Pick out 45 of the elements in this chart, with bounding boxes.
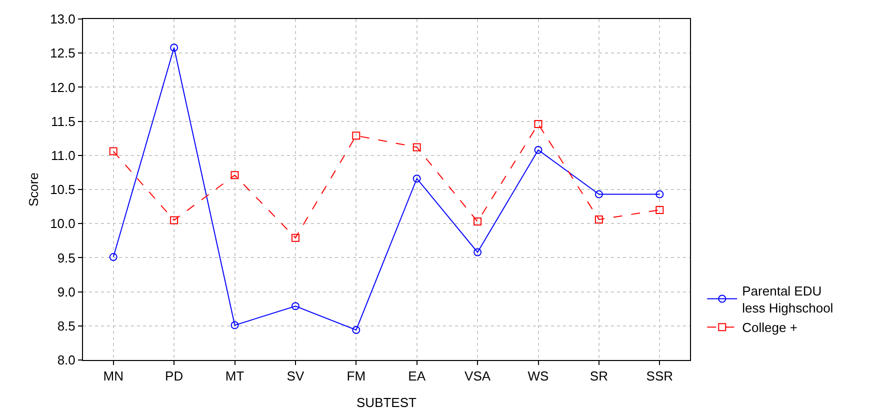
x-tick-label: PD	[165, 368, 184, 384]
x-tick-label: MN	[103, 368, 124, 384]
point	[474, 248, 482, 256]
point	[412, 143, 421, 152]
legend-label: Parental EDU less Highschool	[742, 283, 834, 316]
x-tick-label: FM	[346, 368, 366, 384]
point	[594, 216, 603, 224]
point	[656, 190, 664, 198]
y-tick-label: 10.0	[50, 216, 76, 232]
y-tick-label: 13.0	[50, 12, 76, 27]
y-tick-label: 12.5	[50, 46, 76, 61]
point	[109, 147, 118, 156]
point	[291, 234, 300, 242]
y-tick-label: 12.0	[50, 80, 76, 95]
x-axis-title: SUBTEST	[356, 395, 417, 410]
point	[170, 44, 178, 52]
y-tick-label: 10.5	[50, 182, 76, 198]
x-tick-label: MT	[225, 368, 244, 384]
y-tick-label: 8.5	[57, 318, 76, 334]
x-tick-label: SV	[286, 368, 304, 384]
point	[656, 206, 664, 214]
x-tick-label: SR	[590, 368, 608, 384]
point	[412, 174, 421, 183]
legend-label: College +	[742, 320, 798, 336]
point	[230, 321, 239, 330]
y-tick-label: 9.5	[57, 250, 76, 266]
point	[352, 326, 360, 334]
point	[594, 190, 603, 198]
point	[109, 253, 118, 262]
y-tick-label: 8.0	[57, 352, 76, 368]
point	[291, 302, 300, 310]
x-tick-label: VSA	[464, 368, 491, 384]
point	[352, 132, 360, 140]
point	[230, 171, 239, 180]
point	[534, 146, 542, 154]
y-tick-label: 11.0	[51, 148, 76, 163]
x-tick-label: SSR	[646, 368, 674, 384]
y-tick-label: 11.5	[51, 114, 76, 129]
y-axis-title: Score	[26, 172, 42, 206]
x-tick-label: EA	[408, 368, 426, 384]
point	[170, 216, 178, 224]
point	[534, 120, 542, 128]
y-tick-label: 9.0	[57, 284, 76, 300]
point	[474, 218, 482, 226]
x-tick-label: WS	[528, 368, 550, 384]
